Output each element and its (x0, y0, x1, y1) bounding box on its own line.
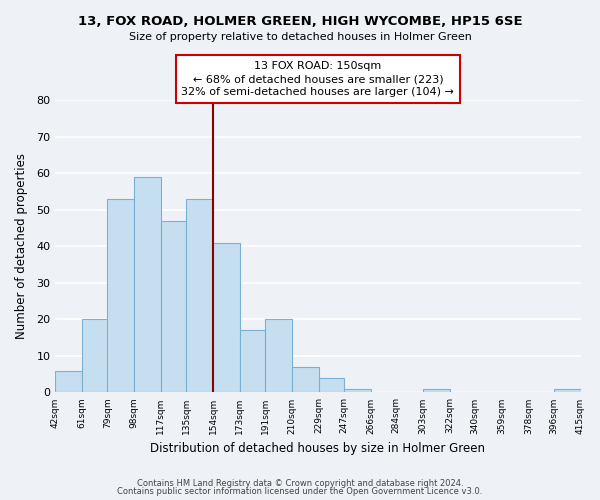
Text: 13 FOX ROAD: 150sqm
← 68% of detached houses are smaller (223)
32% of semi-detac: 13 FOX ROAD: 150sqm ← 68% of detached ho… (181, 61, 454, 98)
Bar (213, 242, 240, 392)
Bar (107, 199, 134, 392)
Bar (319, 378, 344, 392)
Text: 13, FOX ROAD, HOLMER GREEN, HIGH WYCOMBE, HP15 6SE: 13, FOX ROAD, HOLMER GREEN, HIGH WYCOMBE… (77, 15, 523, 28)
Y-axis label: Number of detached properties: Number of detached properties (15, 154, 28, 340)
Bar (55, 370, 82, 392)
Bar (554, 389, 581, 392)
Text: Size of property relative to detached houses in Holmer Green: Size of property relative to detached ho… (128, 32, 472, 42)
Bar (82, 320, 107, 392)
Text: Contains HM Land Registry data © Crown copyright and database right 2024.: Contains HM Land Registry data © Crown c… (137, 478, 463, 488)
X-axis label: Distribution of detached houses by size in Holmer Green: Distribution of detached houses by size … (151, 442, 485, 455)
Text: Contains public sector information licensed under the Open Government Licence v3: Contains public sector information licen… (118, 487, 482, 496)
Bar (240, 330, 265, 392)
Bar (134, 177, 161, 392)
Bar (186, 199, 213, 392)
Bar (423, 389, 449, 392)
Bar (344, 389, 371, 392)
Bar (265, 320, 292, 392)
Bar (161, 221, 186, 392)
Bar (292, 367, 319, 392)
